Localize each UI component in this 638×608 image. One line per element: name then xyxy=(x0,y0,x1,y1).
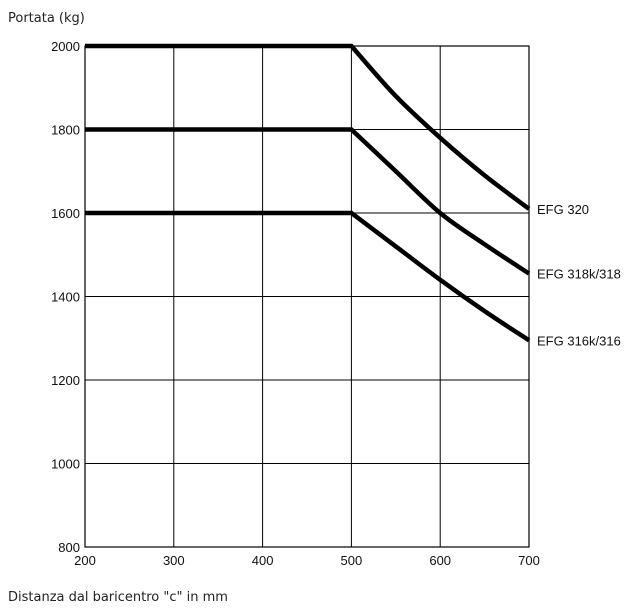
tick-labels: 200 300 400 500 600 700 800 1000 1200 1400 1600 180… xyxy=(51,39,540,568)
series-labels: EFG 320 EFG 318k/318 EFG 316k/316 xyxy=(537,202,621,349)
x-axis-title: Distanza dal baricentro "c" in mm xyxy=(8,590,228,605)
x-tick-label: 200 xyxy=(74,553,96,568)
series-label-2: EFG 318k/318 xyxy=(537,267,621,282)
x-tick-label: 500 xyxy=(341,553,363,568)
x-tick-label: 300 xyxy=(163,553,185,568)
y-tick-label: 1800 xyxy=(51,123,80,138)
y-tick-label: 1600 xyxy=(51,206,80,221)
series-layer xyxy=(85,43,531,343)
x-tick-label: 400 xyxy=(252,553,274,568)
y-tick-label: 2000 xyxy=(51,39,80,54)
series-label-1: EFG 320 xyxy=(537,202,589,217)
x-tick-label: 700 xyxy=(518,553,540,568)
y-tick-label: 800 xyxy=(58,540,80,555)
y-tick-label: 1000 xyxy=(51,457,80,472)
y-tick-label: 1400 xyxy=(51,290,80,305)
series-label-3: EFG 316k/316 xyxy=(537,333,621,348)
series-line-2 xyxy=(85,127,531,276)
y-axis-title: Portata (kg) xyxy=(8,11,85,26)
x-tick-label: 600 xyxy=(429,553,451,568)
series-line-1 xyxy=(85,43,531,211)
y-tick-label: 1200 xyxy=(51,373,80,388)
series-line-3 xyxy=(85,210,531,343)
